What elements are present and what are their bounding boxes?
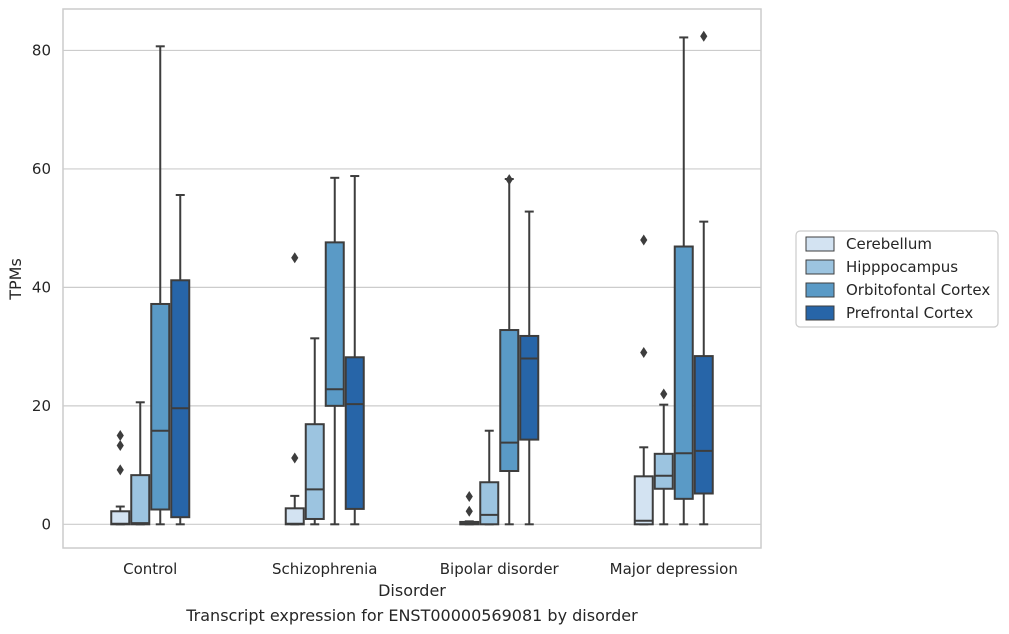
box-group (304, 337, 325, 526)
plot-frame (62, 8, 762, 549)
box-group (633, 234, 654, 526)
outlier-point (116, 429, 124, 441)
legend-swatch (805, 305, 835, 321)
legend-label: Cerebellum (846, 235, 932, 253)
box (324, 241, 345, 407)
y-tick-label: 0 (41, 515, 51, 533)
legend-swatch (805, 259, 835, 275)
box (693, 355, 714, 495)
box (110, 510, 131, 526)
outlier-point (700, 30, 708, 42)
box (479, 481, 500, 526)
box-group (499, 174, 520, 526)
box-group (110, 429, 131, 526)
legend: Cerebellum Hipppocampus Orbitofontal Corte… (795, 230, 999, 328)
boxes (110, 30, 714, 526)
y-tick-label: 20 (32, 397, 51, 415)
legend-label: Hipppocampus (846, 258, 958, 276)
box (633, 475, 654, 526)
box-group (519, 210, 540, 526)
outlier-point (465, 490, 473, 502)
box-group (150, 45, 171, 526)
outlier-point (116, 440, 124, 452)
x-tick-label: Major depression (610, 560, 738, 578)
x-tick-label: Control (123, 560, 177, 578)
box (673, 245, 694, 500)
outlier-point (660, 388, 668, 400)
y-axis-label: TPMs (6, 258, 25, 301)
y-tick-label: 40 (32, 278, 51, 296)
box-group (673, 36, 694, 526)
x-tick-label: Schizophrenia (272, 560, 377, 578)
outlier-point (116, 464, 124, 476)
box (519, 334, 540, 441)
box-group (693, 30, 714, 526)
box (150, 302, 171, 511)
legend-swatch (805, 282, 835, 298)
box-group (459, 490, 480, 526)
box-group (324, 176, 345, 526)
outlier-point (291, 252, 299, 264)
box-group (170, 193, 191, 526)
chart-caption: Transcript expression for ENST0000056908… (186, 606, 638, 625)
legend-label: Prefrontal Cortex (846, 304, 973, 322)
box (653, 452, 674, 490)
box-group (130, 401, 151, 526)
legend-swatch (805, 236, 835, 252)
legend-frame (795, 230, 999, 328)
outlier-point (465, 505, 473, 517)
y-axis-ticks: 0 20 40 60 80 (32, 41, 51, 533)
y-tick-label: 80 (32, 41, 51, 59)
outlier-point (505, 174, 513, 186)
box-group (479, 429, 500, 526)
x-tick-label: Bipolar disorder (440, 560, 560, 578)
outlier-point (640, 347, 648, 359)
y-tick-label: 60 (32, 160, 51, 178)
box (170, 279, 191, 519)
x-axis-ticks: Control Schizophrenia Bipolar disorder Majo… (123, 560, 738, 578)
box (284, 507, 305, 526)
box (499, 329, 520, 472)
legend-label: Orbitofontal Cortex (846, 281, 990, 299)
box-group (344, 175, 365, 526)
box (304, 423, 325, 520)
box (130, 474, 151, 526)
x-axis-label: Disorder (378, 581, 446, 600)
outlier-point (291, 452, 299, 464)
box (344, 356, 365, 510)
outlier-point (640, 234, 648, 246)
box-group (653, 388, 674, 526)
box-group (284, 252, 305, 526)
